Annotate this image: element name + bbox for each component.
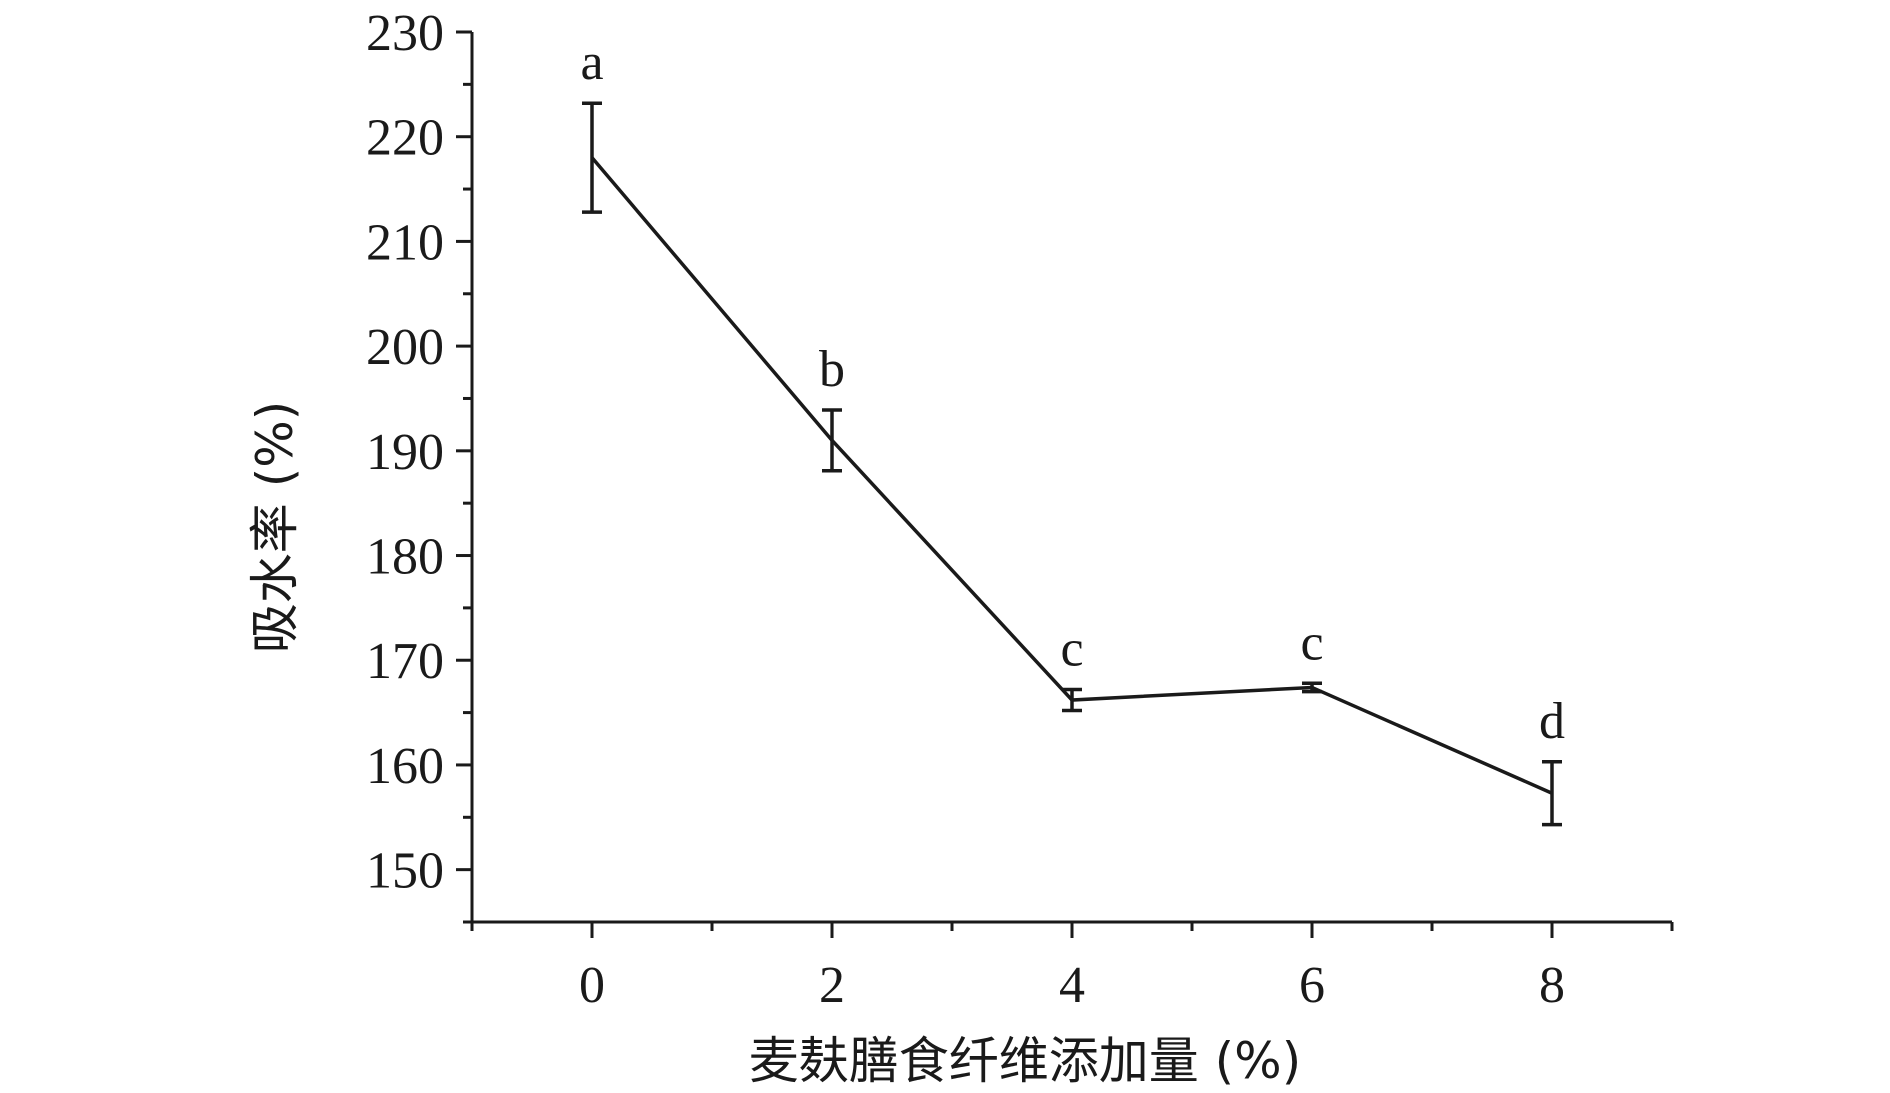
y-tick-label: 190 [366,424,444,481]
y-tick-label: 230 [366,5,444,62]
y-tick-label: 170 [366,633,444,690]
y-tick-label: 210 [366,214,444,271]
y-tick-label: 150 [366,843,444,900]
x-tick-label: 2 [819,957,845,1014]
significance-label: d [1539,693,1565,750]
y-tick-label: 180 [366,529,444,586]
x-axis-title: 麦麸膳食纤维添加量 (%) [749,1032,1301,1090]
y-tick-label: 160 [366,738,444,795]
x-tick-label: 4 [1059,957,1085,1014]
y-tick-label: 220 [366,110,444,167]
x-tick-label: 6 [1299,957,1325,1014]
significance-label: c [1060,621,1083,678]
y-axis-title: 吸水率 (%) [246,401,304,653]
significance-label: c [1300,614,1323,671]
x-tick-label: 0 [579,957,605,1014]
significance-label: a [580,34,603,91]
x-tick-label: 8 [1539,957,1565,1014]
y-tick-label: 200 [366,319,444,376]
significance-label: b [819,341,845,398]
plot-area: 150 160 170 180 190 200 210 220 230 0 2 4 6 8 a b c c d [366,5,1674,1014]
